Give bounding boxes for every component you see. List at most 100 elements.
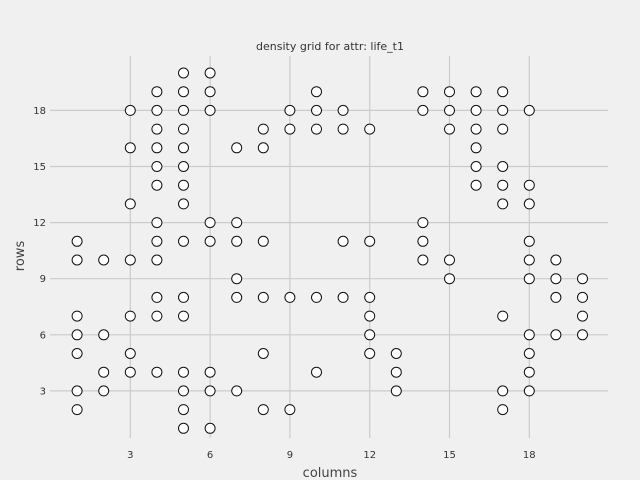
scatter-point — [337, 104, 349, 116]
scatter-point — [257, 348, 269, 359]
scatter-point — [284, 123, 296, 135]
scatter-point — [178, 86, 189, 98]
scatter-point — [523, 198, 535, 210]
scatter-point — [523, 254, 535, 266]
scatter-point — [178, 404, 189, 416]
scatter-point — [178, 123, 189, 135]
scatter-point — [577, 291, 588, 303]
scatter-point — [124, 310, 136, 322]
scatter-point — [178, 161, 189, 172]
scatter-point — [204, 235, 216, 247]
scatter-point — [470, 161, 482, 172]
scatter-point — [417, 217, 429, 229]
scatter-point — [550, 291, 562, 303]
scatter-point — [257, 142, 269, 154]
scatter-point — [417, 86, 429, 98]
scatter-point — [151, 179, 163, 191]
scatter-point — [364, 235, 376, 247]
scatter-point — [390, 385, 402, 397]
scatter-point — [151, 291, 163, 303]
scatter-point — [364, 329, 376, 341]
scatter-point — [231, 217, 243, 229]
y-tick-label: 18 — [33, 106, 46, 117]
scatter-point — [257, 235, 269, 247]
scatter-point — [523, 179, 535, 191]
scatter-point — [497, 198, 509, 210]
scatter-point — [71, 348, 83, 359]
scatter-points — [71, 67, 588, 434]
scatter-point — [151, 254, 163, 266]
scatter-point — [231, 385, 243, 397]
scatter-point — [124, 142, 136, 154]
scatter-point — [178, 366, 189, 378]
scatter-point — [151, 123, 163, 135]
scatter-point — [311, 123, 322, 135]
scatter-point — [550, 254, 562, 266]
scatter-point — [444, 273, 455, 285]
y-tick-label: 9 — [40, 274, 46, 285]
y-tick-label: 3 — [40, 386, 46, 397]
y-tick-label: 6 — [40, 330, 46, 341]
scatter-point — [390, 348, 402, 359]
scatter-point — [98, 254, 110, 266]
scatter-point — [151, 161, 163, 172]
scatter-point — [204, 422, 216, 434]
scatter-point — [257, 404, 269, 416]
scatter-point — [364, 310, 376, 322]
scatter-point — [71, 329, 83, 341]
scatter-point — [124, 366, 136, 378]
scatter-point — [550, 273, 562, 285]
scatter-point — [151, 86, 163, 98]
scatter-point — [151, 217, 163, 229]
scatter-point — [470, 86, 482, 98]
x-axis-label: columns — [303, 466, 358, 480]
scatter-point — [71, 254, 83, 266]
scatter-point — [311, 86, 322, 98]
scatter-point — [231, 235, 243, 247]
scatter-point — [523, 329, 535, 341]
scatter-point — [204, 86, 216, 98]
scatter-point — [523, 385, 535, 397]
scatter-point — [204, 104, 216, 116]
scatter-point — [577, 310, 588, 322]
scatter-point — [444, 123, 455, 135]
x-tick-labels: 3 6 9 12 15 18 — [127, 450, 536, 461]
scatter-point — [311, 291, 322, 303]
scatter-point — [178, 198, 189, 210]
scatter-point — [497, 404, 509, 416]
y-axis-label: rows — [13, 241, 28, 272]
scatter-point — [497, 123, 509, 135]
scatter-point — [71, 310, 83, 322]
scatter-point — [470, 104, 482, 116]
scatter-point — [204, 366, 216, 378]
scatter-point — [151, 366, 163, 378]
scatter-point — [523, 273, 535, 285]
scatter-point — [470, 142, 482, 154]
scatter-point — [523, 235, 535, 247]
scatter-point — [178, 142, 189, 154]
x-tick-label: 6 — [207, 450, 213, 461]
scatter-point — [284, 291, 296, 303]
scatter-point — [178, 385, 189, 397]
x-tick-label: 3 — [127, 450, 133, 461]
scatter-point — [523, 366, 535, 378]
x-tick-label: 9 — [287, 450, 293, 461]
scatter-point — [71, 235, 83, 247]
y-tick-labels: 3 6 9 12 15 18 — [33, 106, 46, 397]
scatter-point — [444, 254, 455, 266]
scatter-point — [71, 385, 83, 397]
scatter-point — [364, 291, 376, 303]
scatter-point — [577, 329, 588, 341]
scatter-point — [470, 179, 482, 191]
scatter-point — [151, 142, 163, 154]
scatter-point — [124, 104, 136, 116]
scatter-point — [337, 235, 349, 247]
x-tick-label: 15 — [443, 450, 456, 461]
scatter-point — [178, 235, 189, 247]
scatter-point — [577, 273, 588, 285]
scatter-point — [444, 104, 455, 116]
scatter-point — [497, 179, 509, 191]
scatter-point — [98, 385, 110, 397]
scatter-point — [417, 254, 429, 266]
